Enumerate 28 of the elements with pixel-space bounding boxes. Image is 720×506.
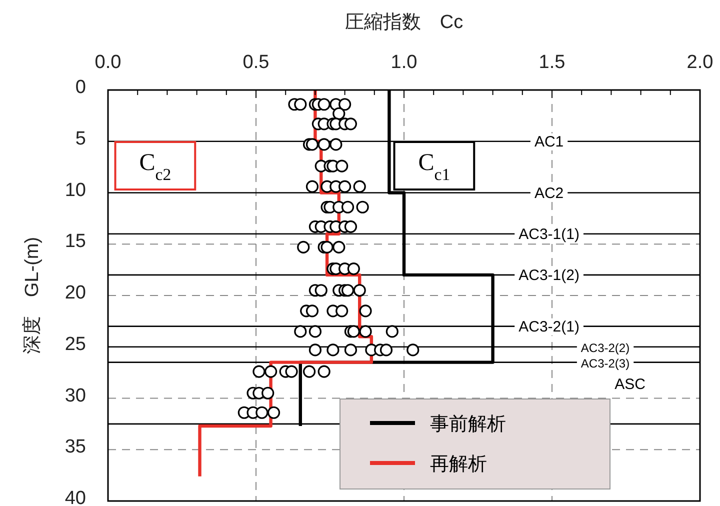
x-tick-label: 1.5 — [538, 52, 566, 73]
y-tick-label: 20 — [64, 282, 86, 304]
annotation: C$_{c1}$ — [418, 150, 450, 184]
ref-line-label: AC3-2(3) — [580, 356, 630, 370]
x-tick-label: 2.0 — [686, 52, 714, 73]
y-tick-label: 15 — [64, 231, 86, 252]
x-axis-title: 圧縮指数 Cc — [344, 12, 464, 33]
y-tick-label: 35 — [64, 436, 86, 458]
annotation: C$_{c2}$ — [139, 150, 172, 184]
x-tick-label: 0.5 — [242, 52, 270, 73]
legend-label: 再解析 — [430, 454, 487, 475]
y-tick-label: 10 — [64, 180, 86, 201]
ref-line-label: AC3-1(2) — [518, 266, 580, 284]
y-tick-label: 0 — [75, 77, 86, 98]
ref-line-label: ASC — [614, 376, 646, 393]
y-tick-label: 30 — [64, 385, 86, 406]
y-tick-label: 5 — [75, 128, 86, 150]
ref-line-label: AC2 — [534, 184, 564, 202]
ref-line-label: AC3-2(1) — [518, 318, 580, 336]
ref-line-label: AC3-1(1) — [518, 226, 580, 243]
ref-line-label: AC3-2(2) — [580, 340, 630, 355]
y-axis-title: 深度 GL-(m) — [21, 236, 43, 354]
legend-label: 事前解析 — [430, 414, 506, 435]
x-tick-label: 0.0 — [94, 52, 122, 73]
ref-line-label: AC1 — [534, 133, 564, 150]
y-tick-label: 40 — [64, 488, 86, 506]
y-tick-label: 25 — [64, 334, 86, 355]
x-tick-label: 1.0 — [390, 52, 418, 73]
